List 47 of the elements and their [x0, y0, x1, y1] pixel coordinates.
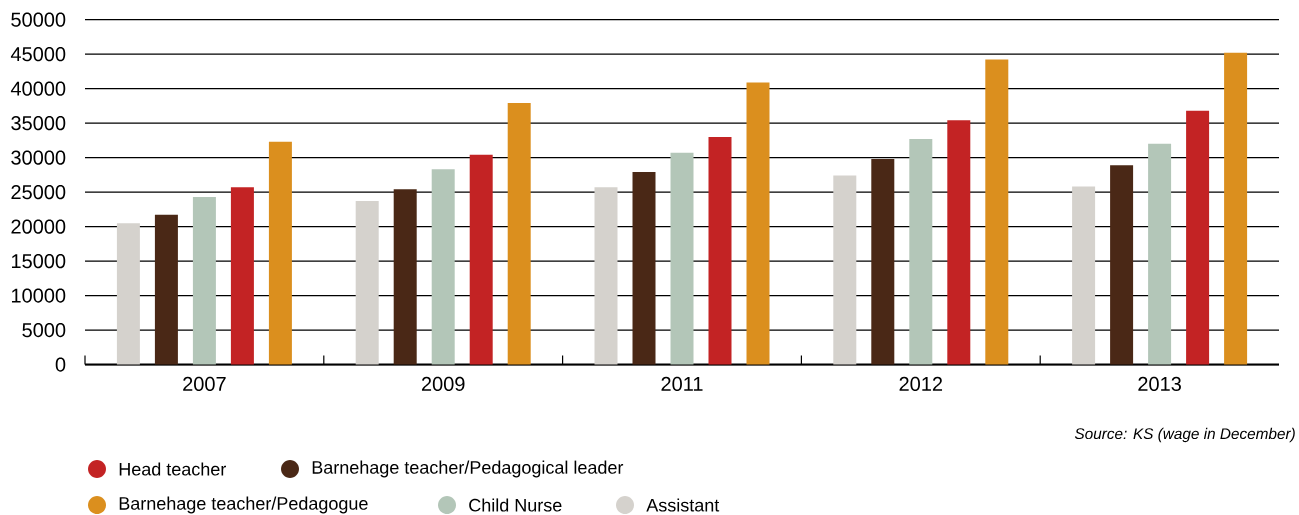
y-tick-label: 30000 [11, 150, 66, 165]
y-tick-label: 20000 [11, 219, 66, 234]
bar [192, 196, 216, 365]
bar [1186, 110, 1210, 365]
bar [268, 141, 292, 365]
y-tick-label: 0 [55, 357, 66, 372]
x-tick-label: 2009 [421, 376, 465, 392]
x-tick-label: 2012 [899, 376, 943, 392]
bar [507, 103, 531, 365]
bar [670, 152, 694, 365]
x-tick-label: 2007 [183, 376, 226, 392]
bar [431, 169, 455, 365]
bar [1148, 143, 1172, 365]
y-tick-label: 50000 [11, 12, 66, 27]
x-tick-label: 2011 [661, 376, 703, 392]
bar [1110, 165, 1134, 365]
legend-label: Head teacher [119, 462, 226, 476]
y-tick-label: 35000 [11, 116, 66, 131]
bar [116, 223, 140, 365]
x-tick-label: 2013 [1138, 376, 1181, 392]
bar [909, 138, 933, 365]
y-tick-label: 25000 [11, 185, 66, 200]
bar [708, 136, 732, 365]
bar [230, 187, 254, 365]
bar [632, 172, 656, 365]
bar [1072, 186, 1096, 365]
bar [947, 120, 971, 365]
y-tick-label: 45000 [10, 47, 66, 62]
legend-label: Child Nurse [469, 498, 562, 512]
y-tick-label: 10000 [11, 288, 66, 303]
source-note: Source: KS (wage in December) [1074, 427, 1295, 443]
legend-label: Assistant [646, 498, 720, 512]
bar [871, 158, 895, 365]
bar [1224, 52, 1248, 365]
legend-label: Barnehage teacher/Pedagogical leader [312, 460, 624, 478]
bar [985, 59, 1009, 365]
y-tick-label: 15000 [11, 254, 66, 269]
bar [469, 154, 493, 365]
bar [154, 214, 178, 365]
y-tick-label: 40000 [10, 81, 66, 96]
bar [833, 175, 857, 365]
bar [355, 201, 379, 365]
bar [594, 187, 618, 365]
y-tick-label: 5000 [22, 323, 66, 338]
legend-label: Barnehage teacher/Pedagogue [119, 496, 368, 514]
bar [393, 189, 417, 365]
bar [746, 82, 770, 365]
